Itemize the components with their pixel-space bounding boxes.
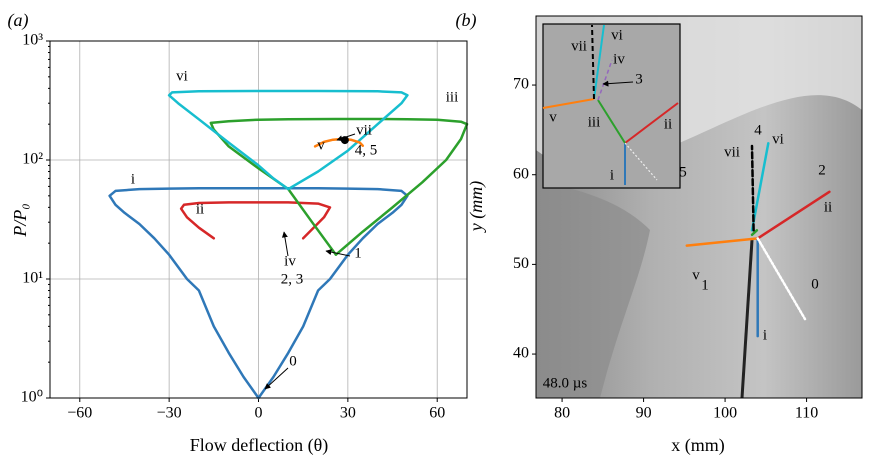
x-tick-label: 60 [429,405,445,422]
annotation: v [317,137,325,153]
x-tick-label: 100 [713,405,737,422]
plot-frame [535,15,863,399]
series-line [750,142,770,232]
annotation: 48.0 µs [543,375,588,391]
inset-ray [624,102,679,144]
annotation: 1 [701,277,709,293]
x-tick-label: −30 [157,405,182,422]
annotation: 5 [679,164,687,180]
inset-annotation: 3 [635,71,643,87]
series-line [209,117,469,256]
y-axis-label: P/P₀ [10,203,30,237]
y-tick-label: 50 [513,255,529,272]
series-line [756,190,831,240]
inset-ray [542,98,595,109]
annotation: 2 [818,162,826,178]
series-line [756,237,807,321]
arrow [264,367,289,390]
arrow [325,249,351,257]
inset-ray [591,24,595,100]
inset-annotation: iv [613,51,625,67]
y-tick-label: 10⁰ [21,389,43,406]
annotation: i [763,327,767,343]
inset-arrow [602,80,634,87]
annotation: ii [196,201,204,217]
series-line [750,229,759,237]
inset [542,23,681,189]
arrow [336,133,356,142]
y-tick-label: 10² [22,151,43,168]
inset-annotation: vi [611,27,623,43]
x-tick-label: 90 [636,405,652,422]
x-tick-label: 110 [795,405,818,422]
arrow [281,231,289,257]
x-axis-label: Flow deflection (θ) [190,435,329,456]
series-line [179,201,332,240]
annotation: 4 [754,122,762,138]
y-axis-label: y (mm) [466,181,487,233]
image-dark-region [536,180,650,398]
series-line [750,144,755,232]
annotation: ii [824,199,832,215]
annotation: 0 [811,276,819,292]
annotation: 4, 5 [355,142,378,158]
annotation: v [692,267,700,283]
inset-annotation: v [549,109,557,125]
inset-annotation: vii [571,38,587,54]
series-line [685,237,759,247]
annotation: vii [724,144,740,160]
y-tick-label: 70 [513,76,529,93]
inset-ray [597,59,613,101]
series-line [108,186,409,400]
x-tick-label: 80 [554,405,570,422]
x-tick-label: −60 [67,405,92,422]
panel-label: (b) [456,10,477,31]
annotation: 1 [354,245,362,261]
inset-annotation: iii [588,114,601,130]
series-line [167,89,409,191]
annotation: 0 [289,353,297,369]
annotation: vii [356,122,372,138]
x-tick-label: 0 [255,405,263,422]
inset-annotation: i [610,167,614,183]
annotation: iv [284,253,296,269]
y-tick-label: 10³ [22,32,43,49]
x-axis-label: x (mm) [671,435,725,456]
inset-ray [597,99,626,144]
y-tick-label: 40 [513,345,529,362]
plot-frame [49,40,468,399]
annotation: i [131,171,135,187]
image-wire [740,239,754,399]
x-tick-label: 30 [340,405,356,422]
inset-annotation: ii [664,116,672,132]
annotation: vi [772,131,784,147]
inset-ray [593,24,605,100]
annotation: 2, 3 [281,271,304,287]
inset-ray [624,142,658,181]
y-tick-label: 60 [513,165,529,182]
y-tick-label: 10¹ [22,270,43,287]
annotation: vi [176,68,188,84]
panel-label: (a) [8,10,29,31]
annotation: iii [446,89,459,105]
